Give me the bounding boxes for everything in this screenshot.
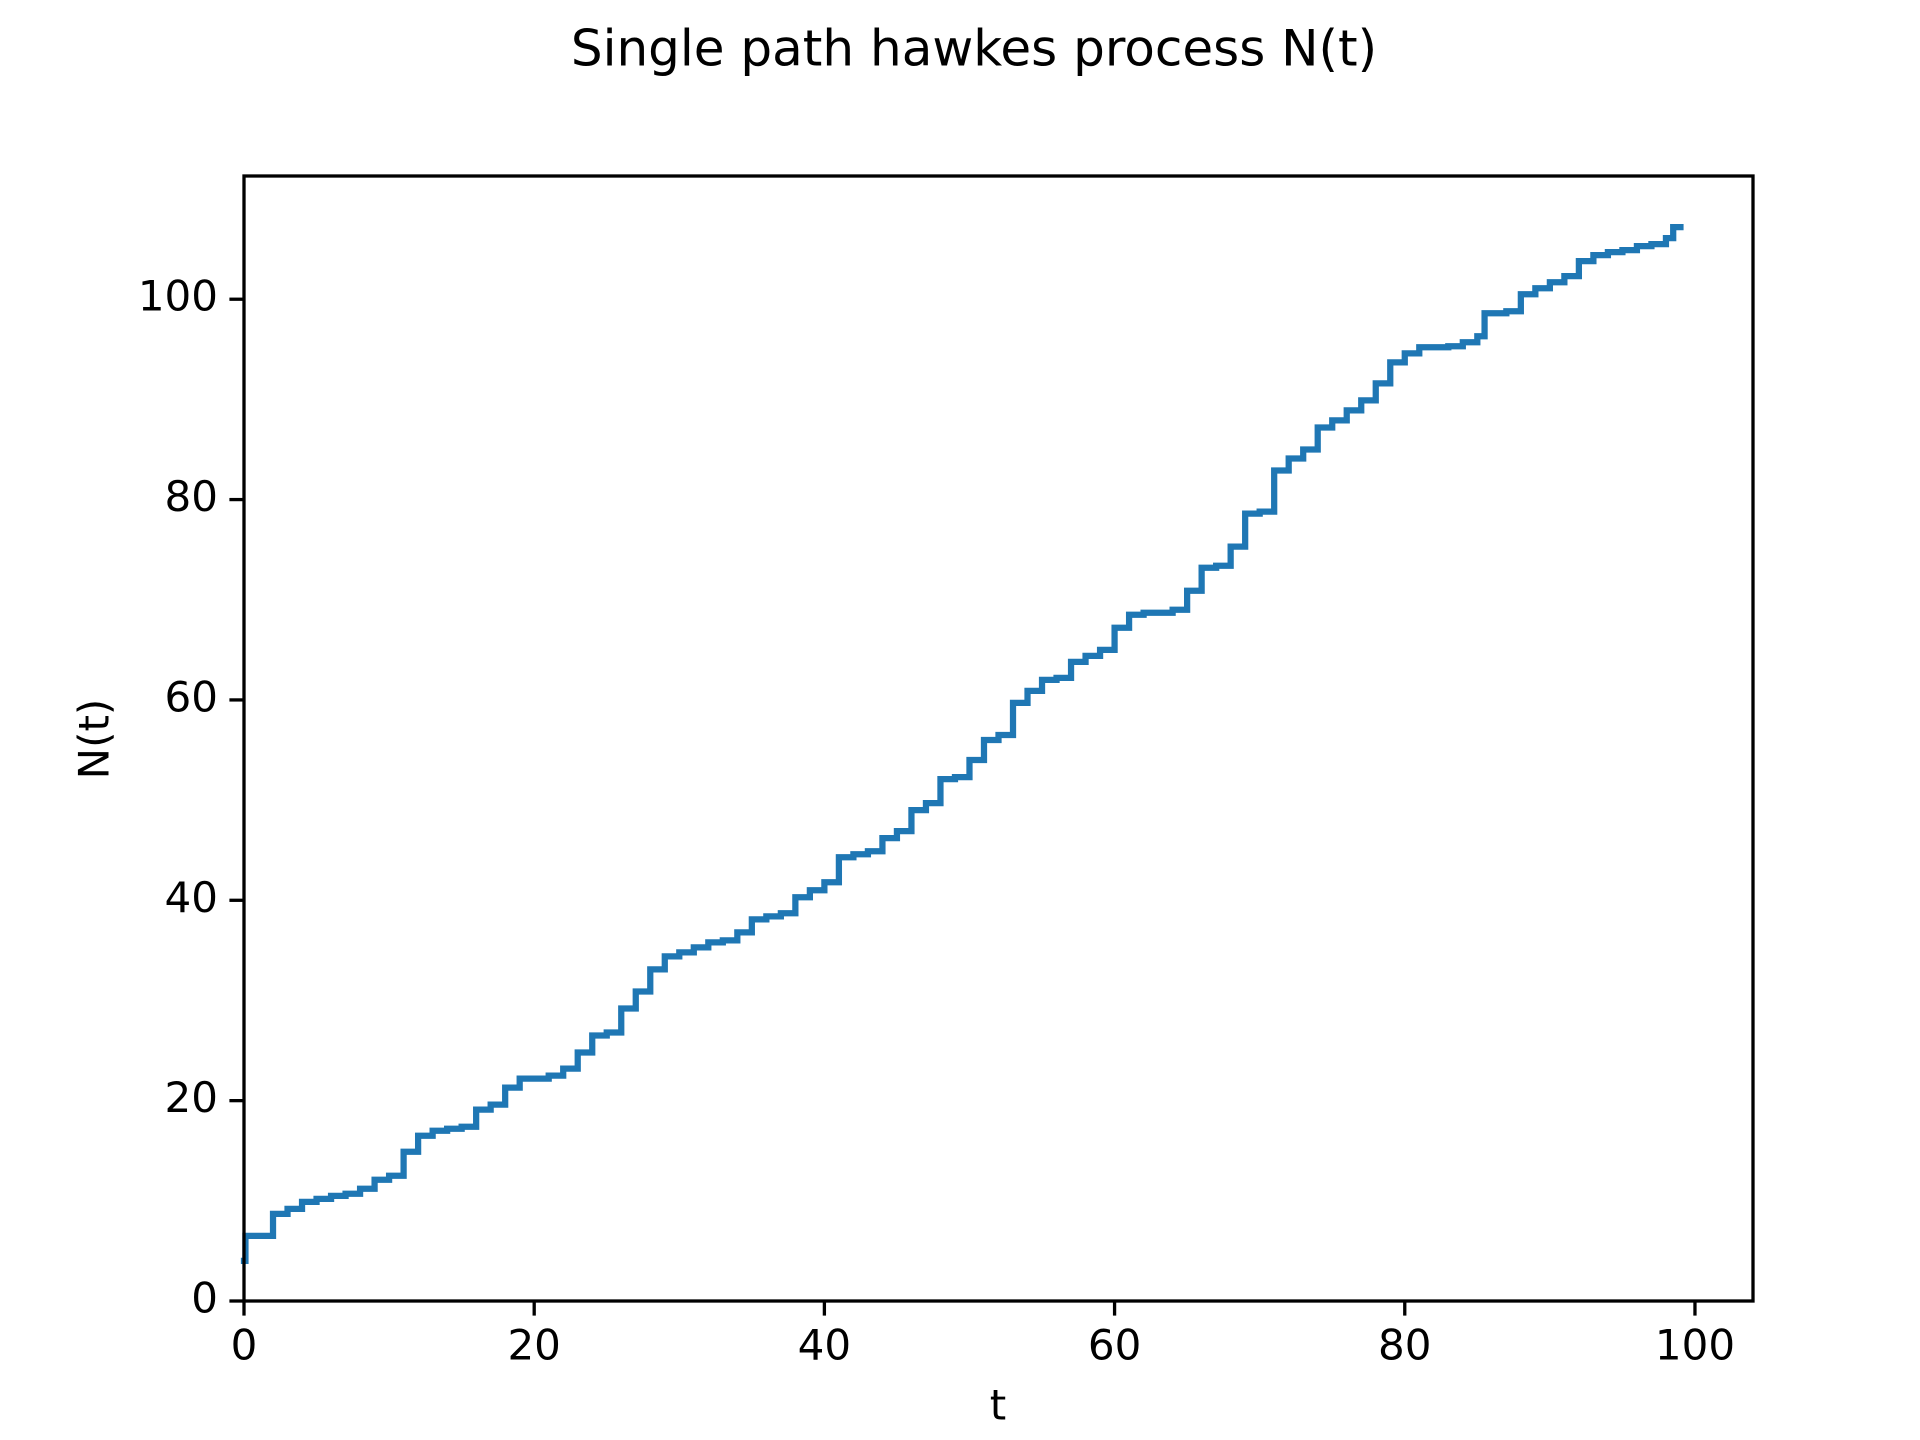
x-tick-label: 0 xyxy=(231,1321,258,1370)
y-tick-label: 100 xyxy=(138,272,218,321)
y-tick-label: 80 xyxy=(165,472,218,521)
chart-title: Single path hawkes process N(t) xyxy=(571,20,1377,78)
x-tick-label: 60 xyxy=(1088,1321,1141,1370)
y-tick-label: 0 xyxy=(191,1274,218,1323)
x-tick-label: 80 xyxy=(1378,1321,1431,1370)
x-axis-label: t xyxy=(990,1381,1006,1430)
step-line xyxy=(240,223,1684,1265)
x-tick-label: 20 xyxy=(507,1321,560,1370)
y-tick-label: 60 xyxy=(165,672,218,721)
y-tick-label: 20 xyxy=(165,1073,218,1122)
plot-frame xyxy=(242,174,1755,1303)
y-axis-label: N(t) xyxy=(70,699,119,780)
y-tick-label: 40 xyxy=(165,873,218,922)
x-tick-label: 100 xyxy=(1655,1321,1735,1370)
x-tick-label: 40 xyxy=(798,1321,851,1370)
